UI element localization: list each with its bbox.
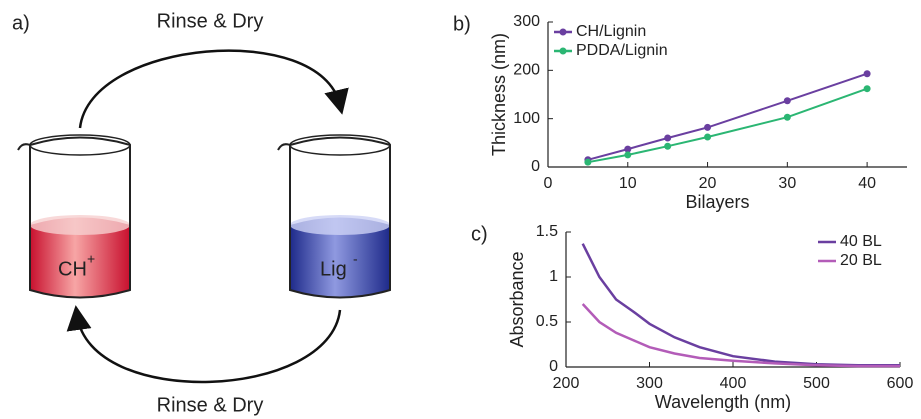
point — [584, 158, 592, 166]
x-axis-label: Bilayers — [685, 192, 749, 212]
x-tick-label: 20 — [699, 175, 717, 192]
point — [664, 134, 672, 142]
arrow-label: Rinse & Dry — [157, 10, 264, 32]
legend-marker — [559, 28, 567, 36]
y-tick-label: 0 — [531, 158, 540, 175]
arrow — [66, 305, 342, 384]
point — [863, 85, 871, 93]
panel-label: a) — [12, 12, 30, 34]
point — [664, 142, 672, 150]
beaker-label: Lig — [320, 258, 347, 280]
legend-label: PDDA/Lignin — [576, 42, 668, 59]
beaker-label-sup: - — [353, 251, 358, 267]
y-tick-label: 0.5 — [536, 313, 558, 330]
point — [704, 123, 712, 131]
series-line — [587, 87, 868, 164]
legend-marker — [559, 47, 567, 55]
beaker — [277, 134, 391, 299]
point — [863, 70, 871, 78]
legend-label: 20 BL — [840, 252, 882, 269]
y-axis-label: Thickness (nm) — [489, 33, 509, 156]
x-tick-label: 500 — [803, 375, 830, 392]
y-axis-label: Absorbance — [507, 251, 527, 347]
x-tick-label: 200 — [553, 375, 580, 392]
y-tick-label: 100 — [513, 110, 540, 127]
beaker-label: CH — [58, 258, 87, 280]
x-tick-label: 0 — [544, 175, 553, 192]
arrow-label: Rinse & Dry — [157, 394, 264, 416]
point — [783, 113, 791, 121]
point — [783, 97, 791, 105]
y-tick-label: 1.5 — [536, 223, 558, 240]
y-tick-label: 200 — [513, 62, 540, 79]
x-tick-label: 600 — [887, 375, 914, 392]
point — [704, 133, 712, 141]
y-tick-label: 1 — [549, 268, 558, 285]
x-tick-label: 30 — [778, 175, 796, 192]
y-tick-label: 0 — [549, 358, 558, 375]
panel-label: b) — [453, 13, 471, 35]
x-tick-label: 400 — [720, 375, 747, 392]
x-tick-label: 40 — [858, 175, 876, 192]
y-tick-label: 300 — [513, 13, 540, 30]
series-line — [587, 72, 868, 161]
beaker — [17, 134, 131, 299]
x-tick-label: 300 — [636, 375, 663, 392]
x-axis-label: Wavelength (nm) — [655, 392, 791, 412]
legend-label: 40 BL — [840, 233, 882, 250]
legend-label: CH/Lignin — [576, 23, 646, 40]
series-line — [581, 303, 900, 368]
x-tick-label: 10 — [619, 175, 637, 192]
panel-label: c) — [471, 223, 488, 245]
beaker-label-sup: + — [87, 251, 95, 267]
point — [624, 151, 632, 159]
arrow — [78, 49, 349, 129]
point — [624, 145, 632, 153]
